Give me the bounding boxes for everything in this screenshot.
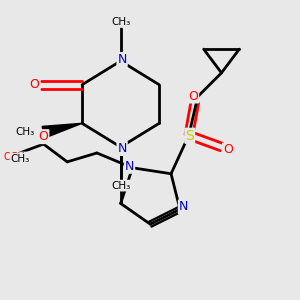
Text: N: N <box>125 160 134 173</box>
Text: N: N <box>117 142 127 155</box>
Text: O: O <box>39 130 48 143</box>
Text: CH₃: CH₃ <box>15 127 34 137</box>
Text: OCH₃: OCH₃ <box>4 152 30 162</box>
Text: CH₃: CH₃ <box>111 181 130 190</box>
Text: CH₃: CH₃ <box>10 154 29 164</box>
Text: N: N <box>179 200 188 214</box>
Text: O: O <box>188 89 198 103</box>
Text: CH₃: CH₃ <box>111 17 130 27</box>
Text: O: O <box>223 143 233 157</box>
Text: O: O <box>30 78 40 91</box>
Text: N: N <box>117 53 127 66</box>
Text: S: S <box>185 129 194 143</box>
Polygon shape <box>42 123 82 138</box>
